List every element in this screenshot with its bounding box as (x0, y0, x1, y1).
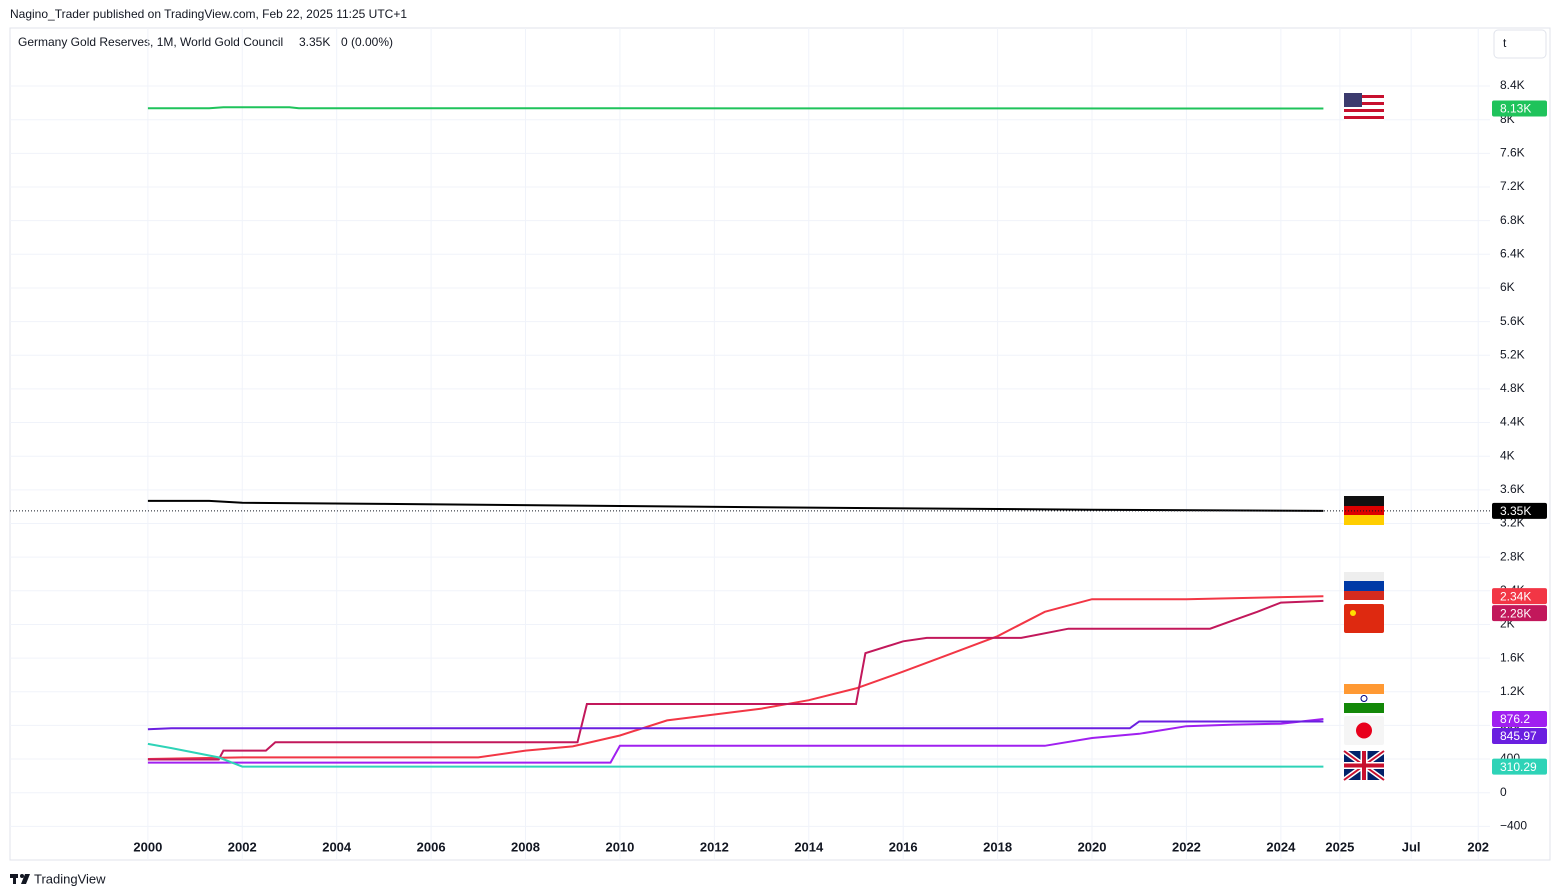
last-value-label: 876.2 (1500, 712, 1530, 726)
y-tick-label: 2.8K (1500, 549, 1525, 563)
y-tick-label: 6.8K (1500, 213, 1525, 227)
x-tick-label: 2014 (794, 839, 824, 854)
series-line (147, 720, 1324, 731)
last-value-box (1492, 100, 1547, 117)
y-tick-label: 4K (1500, 448, 1515, 462)
y-tick-label: 4.8K (1500, 381, 1525, 395)
unit[interactable]: t (1503, 36, 1507, 50)
y-tick-label: 0 (1500, 785, 1507, 799)
y-tick-label: 5.2K (1500, 347, 1525, 361)
x-tick-label: 2002 (228, 839, 257, 854)
last-value-label: 2.34K (1500, 589, 1531, 603)
last-value-label: 3.35K (1500, 504, 1531, 518)
series-line (147, 595, 1324, 760)
last-value-label: 2.28K (1500, 606, 1531, 620)
last-value-box (1492, 710, 1547, 727)
x-tick-label: 2004 (322, 839, 352, 854)
last-value-box (1492, 758, 1547, 775)
brand: TradingView (34, 871, 106, 886)
flag-uk (1342, 748, 1386, 783)
flag-jp (1344, 716, 1384, 745)
plot (10, 28, 1490, 860)
y-tick-label: 6K (1500, 280, 1515, 294)
x-tick-label: 2022 (1172, 839, 1201, 854)
x-tick-label: 2018 (983, 839, 1012, 854)
symbol: Germany Gold Reserves, 1M, World Gold Co… (18, 35, 283, 49)
y-tick-label: 5.6K (1500, 314, 1525, 328)
last-value-box (1492, 605, 1547, 622)
y-tick-label: −400 (1500, 819, 1527, 833)
published: Nagino_Trader published on TradingView.c… (10, 7, 407, 21)
brand-logo (10, 874, 30, 884)
unit-button[interactable] (1493, 29, 1547, 59)
change: 0 (0.00%) (341, 35, 393, 49)
x-tick-label: 2006 (417, 839, 446, 854)
flag-us (1344, 93, 1384, 122)
last-value-label: 845.97 (1500, 729, 1537, 743)
y-tick-label: 8.4K (1500, 78, 1525, 92)
x-tick-label: 2000 (133, 839, 162, 854)
x-tick-label: 2008 (511, 839, 540, 854)
series-line (147, 599, 1324, 761)
last-value-box (1492, 502, 1547, 519)
y-tick-label: 7.6K (1500, 146, 1525, 160)
y-tick-label: 1.2K (1500, 684, 1525, 698)
y-tick-label: 3.6K (1500, 482, 1525, 496)
x-tick-label: Jul (1402, 839, 1421, 854)
y-tick-label: 7.2K (1500, 179, 1525, 193)
x-tick-label: 2024 (1266, 839, 1296, 854)
flag-in (1344, 684, 1384, 713)
series-line (147, 718, 1324, 764)
x-tick-label: 2016 (889, 839, 918, 854)
series-line (147, 499, 1324, 512)
x-tick-label: 2010 (605, 839, 634, 854)
last: 3.35K (299, 35, 330, 49)
y-tick-label: 6.4K (1500, 246, 1525, 260)
x-tick-label: 202 (1467, 839, 1489, 854)
flags (1342, 93, 1386, 783)
flag-ru (1344, 572, 1384, 600)
flag-cn (1344, 604, 1384, 633)
last-value-box (1492, 588, 1547, 605)
y-tick-label: 3.2K (1500, 516, 1525, 530)
frame (9, 27, 1551, 861)
x-tick-label: 2012 (700, 839, 729, 854)
y-tick-label: 1.6K (1500, 650, 1525, 664)
series-line (147, 742, 1324, 768)
x-tick-label: 2020 (1078, 839, 1107, 854)
last-value-label: 310.29 (1500, 760, 1537, 774)
last-value-box (1492, 727, 1547, 744)
x-tick-label: 2025 (1325, 839, 1354, 854)
last-value-label: 8.13K (1500, 102, 1531, 116)
y-tick-label: 4.4K (1500, 415, 1525, 429)
series-line (147, 106, 1324, 110)
